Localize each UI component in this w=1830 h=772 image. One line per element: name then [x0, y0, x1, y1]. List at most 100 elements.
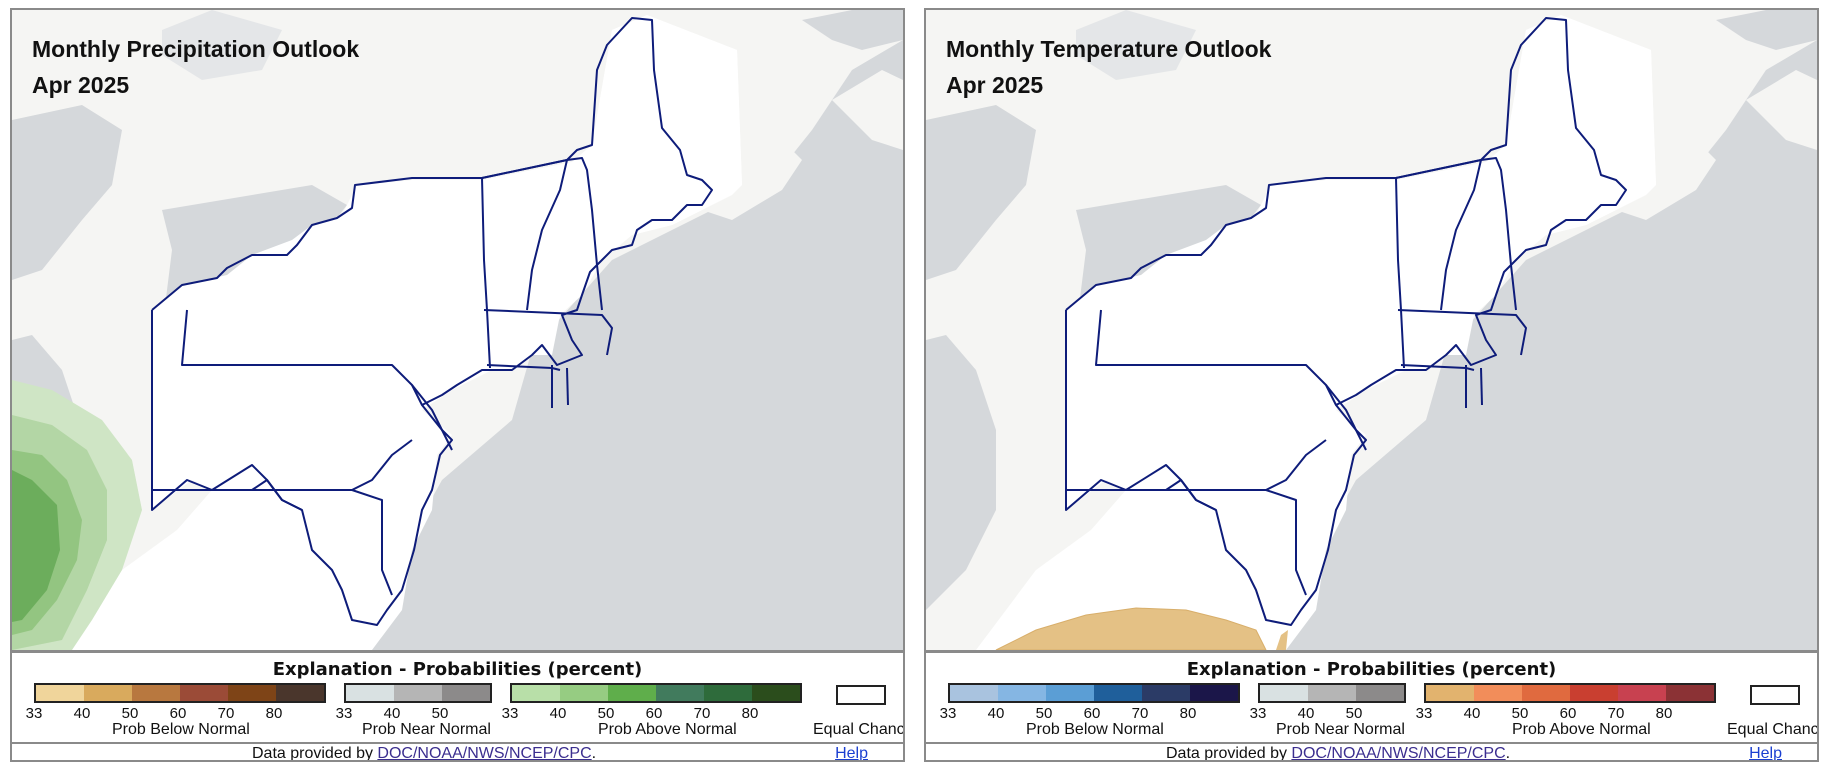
- tick-label: 70: [693, 705, 711, 722]
- temperature-outlook-panel: Monthly Temperature Outlook Apr 2025 Exp…: [924, 8, 1819, 762]
- above-normal-scale: 33 40 50 60 70 80: [502, 683, 802, 723]
- tick-label: 80: [741, 705, 759, 722]
- tick-label: 40: [1297, 705, 1315, 722]
- swatch: [1046, 685, 1094, 701]
- tick-label: 40: [1463, 705, 1481, 722]
- below-normal-label: Prob Below Normal: [112, 721, 250, 738]
- tick-label: 60: [169, 705, 187, 722]
- swatch: [276, 685, 324, 701]
- credit-prefix: Data provided by: [252, 745, 378, 762]
- swatch: [132, 685, 180, 701]
- tick-label: 50: [597, 705, 615, 722]
- credit-suffix: .: [591, 745, 597, 762]
- tick-label: 70: [1607, 705, 1625, 722]
- tick-label: 50: [1511, 705, 1529, 722]
- tick-label: 60: [645, 705, 663, 722]
- tick-label: 33: [501, 705, 519, 722]
- map-period: Apr 2025: [32, 72, 130, 98]
- swatch: [998, 685, 1046, 701]
- swatch: [442, 685, 490, 701]
- tick-label: 40: [549, 705, 567, 722]
- swatch: [950, 685, 998, 701]
- tick-label: 33: [335, 705, 353, 722]
- tick-label: 50: [1035, 705, 1053, 722]
- swatch: [394, 685, 442, 701]
- data-credit: Data provided by DOC/NOAA/NWS/NCEP/CPC.: [1166, 745, 1511, 762]
- cpc-link[interactable]: DOC/NOAA/NWS/NCEP/CPC: [377, 745, 592, 762]
- tick-label: 33: [1249, 705, 1267, 722]
- swatch: [1308, 685, 1356, 701]
- cpc-link[interactable]: DOC/NOAA/NWS/NCEP/CPC: [1291, 745, 1506, 762]
- swatch: [1666, 685, 1714, 701]
- tick-label: 40: [73, 705, 91, 722]
- swatch: [1142, 685, 1190, 701]
- swatch: [608, 685, 656, 701]
- below-normal-scale: 33 40 50 60 70 80: [26, 683, 326, 723]
- near-normal-scale: 33 40 50: [336, 683, 492, 723]
- swatch: [560, 685, 608, 701]
- map-title: Monthly Precipitation Outlook: [32, 36, 360, 62]
- swatch: [1260, 685, 1308, 701]
- tick-label: 40: [383, 705, 401, 722]
- above-normal-scale: 33 40 50 60 70 80: [1416, 683, 1716, 723]
- tick-label: 50: [1345, 705, 1363, 722]
- tick-label: 80: [1655, 705, 1673, 722]
- swatch: [1570, 685, 1618, 701]
- tick-label: 33: [25, 705, 43, 722]
- below-normal-scale: 33 40 50 60 70 80: [940, 683, 1240, 723]
- above-normal-temp-area: [995, 607, 1288, 650]
- swatch: [752, 685, 800, 701]
- below-normal-label: Prob Below Normal: [1026, 721, 1164, 738]
- swatch: [656, 685, 704, 701]
- tick-label: 33: [939, 705, 957, 722]
- equal-chance-label: Equal Chance: [1727, 721, 1819, 738]
- legend-title: Explanation - Probabilities (percent): [1186, 659, 1557, 680]
- precipitation-map[interactable]: [12, 10, 903, 650]
- swatch: [1356, 685, 1404, 701]
- legend: Explanation - Probabilities (percent) 33…: [12, 650, 903, 745]
- credit-suffix: .: [1505, 745, 1511, 762]
- legend-title: Explanation - Probabilities (percent): [272, 659, 643, 680]
- tick-label: 33: [1415, 705, 1433, 722]
- swatch: [84, 685, 132, 701]
- near-normal-label: Prob Near Normal: [362, 721, 491, 738]
- tick-label: 70: [1131, 705, 1149, 722]
- tick-label: 50: [121, 705, 139, 722]
- tick-label: 60: [1083, 705, 1101, 722]
- swatch: [1522, 685, 1570, 701]
- tick-label: 80: [1179, 705, 1197, 722]
- data-credit: Data provided by DOC/NOAA/NWS/NCEP/CPC.: [252, 745, 597, 762]
- tick-label: 70: [217, 705, 235, 722]
- help-link[interactable]: Help: [1749, 745, 1782, 762]
- swatch: [1190, 685, 1238, 701]
- equal-chance-swatch: [836, 685, 886, 705]
- swatch: [1094, 685, 1142, 701]
- tick-label: 60: [1559, 705, 1577, 722]
- above-normal-precip-area: [12, 380, 142, 650]
- map-period: Apr 2025: [946, 72, 1044, 98]
- tick-label: 80: [265, 705, 283, 722]
- swatch: [228, 685, 276, 701]
- swatch: [1474, 685, 1522, 701]
- help-link[interactable]: Help: [835, 745, 868, 762]
- swatch: [704, 685, 752, 701]
- swatch: [512, 685, 560, 701]
- swatch: [346, 685, 394, 701]
- map-title: Monthly Temperature Outlook: [946, 36, 1272, 62]
- credit-prefix: Data provided by: [1166, 745, 1292, 762]
- equal-chance-label: Equal Chance: [813, 721, 905, 738]
- tick-label: 50: [431, 705, 449, 722]
- near-normal-scale: 33 40 50: [1250, 683, 1406, 723]
- equal-chance-swatch: [1750, 685, 1800, 705]
- tick-label: 40: [987, 705, 1005, 722]
- temperature-map[interactable]: [926, 10, 1817, 650]
- swatch: [1618, 685, 1666, 701]
- near-normal-label: Prob Near Normal: [1276, 721, 1405, 738]
- legend: Explanation - Probabilities (percent) 33…: [926, 650, 1817, 745]
- swatch: [180, 685, 228, 701]
- swatch: [1426, 685, 1474, 701]
- above-normal-label: Prob Above Normal: [598, 721, 737, 738]
- swatch: [36, 685, 84, 701]
- precipitation-outlook-panel: Monthly Precipitation Outlook Apr 2025 E…: [10, 8, 905, 762]
- footer: Data provided by DOC/NOAA/NWS/NCEP/CPC. …: [926, 742, 1817, 762]
